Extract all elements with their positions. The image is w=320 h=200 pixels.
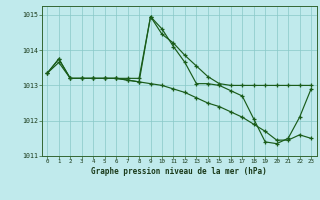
X-axis label: Graphe pression niveau de la mer (hPa): Graphe pression niveau de la mer (hPa) bbox=[91, 167, 267, 176]
